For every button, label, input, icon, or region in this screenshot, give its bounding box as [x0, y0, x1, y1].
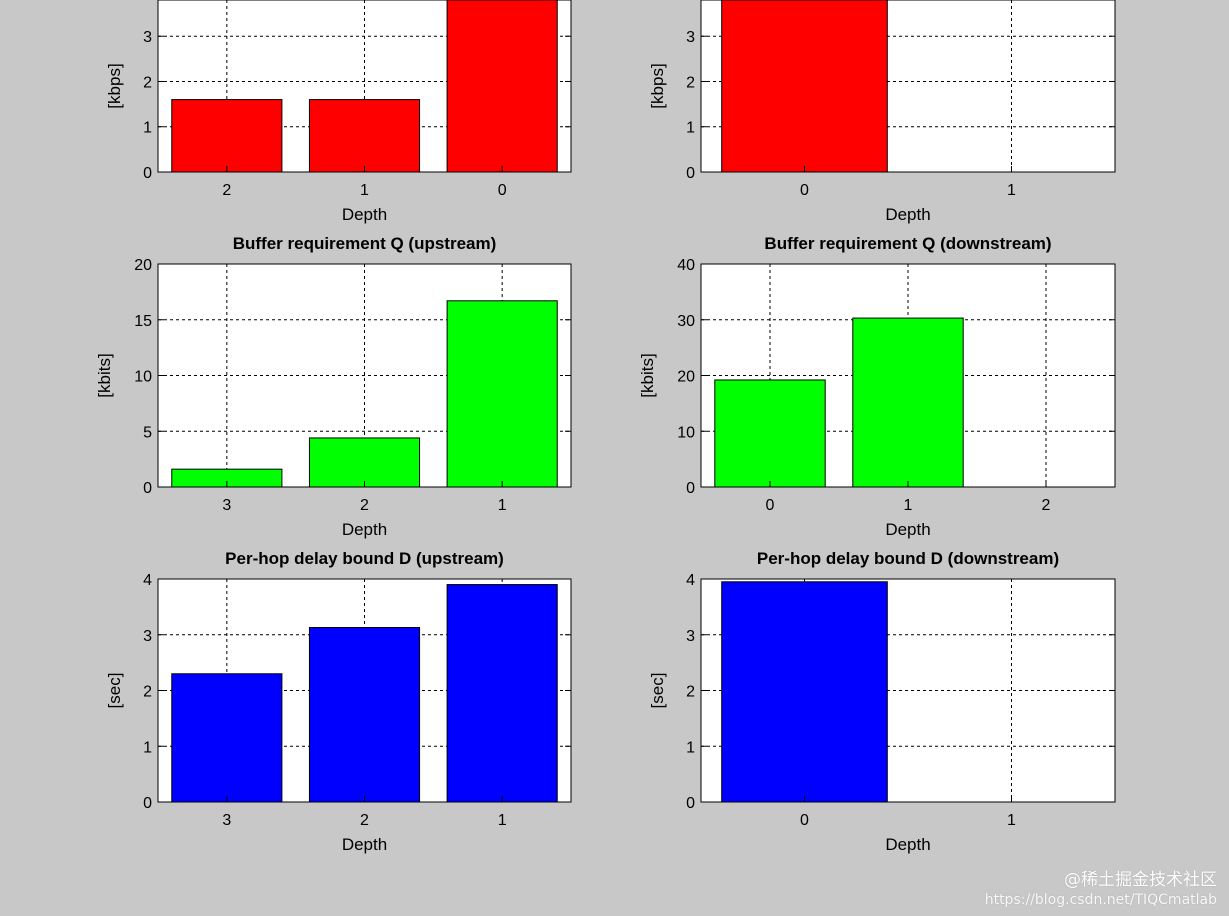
x-axis-label: Depth [342, 835, 387, 854]
y-tick-label: 0 [686, 795, 695, 812]
x-tick-label: 2 [360, 812, 369, 829]
x-tick-label: 2 [222, 182, 231, 199]
y-axis-label: [kbits] [638, 353, 657, 397]
y-axis-label: [sec] [105, 673, 124, 709]
y-tick-label: 20 [134, 257, 152, 274]
chart-panel-3: 0 5 10 15 20 3 2 1 Depth [kbits] Buffer requiremen… [95, 234, 572, 539]
x-tick-label: 1 [360, 182, 369, 199]
x-tick-label: 2 [1042, 497, 1051, 514]
x-axis-label: Depth [885, 520, 930, 539]
bar [446, 300, 558, 488]
y-tick-label: 3 [686, 29, 695, 46]
bar [721, 0, 888, 173]
y-tick-label: 30 [677, 313, 695, 330]
x-tick-label: 1 [1007, 182, 1016, 199]
x-axis-label: Depth [885, 835, 930, 854]
y-tick-label: 1 [143, 120, 152, 137]
chart-title: Per-hop delay bound D (downstream) [757, 549, 1059, 568]
y-tick-label: 3 [143, 628, 152, 645]
x-axis-label: Depth [342, 205, 387, 224]
bar [721, 581, 888, 803]
x-tick-label: 1 [498, 812, 507, 829]
x-tick-label: 3 [222, 812, 231, 829]
chart-title: Per-hop delay bound D (upstream) [225, 549, 504, 568]
chart-panel-6: 0 1 2 3 4 0 1 Depth [sec] Per-hop delay bound D (… [648, 549, 1116, 854]
y-tick-label: 0 [143, 165, 152, 182]
chart-panel-1: 0 1 2 3 2 1 0 Depth [kbps] [105, 0, 572, 224]
bar [308, 437, 421, 488]
y-tick-label: 1 [143, 739, 152, 756]
y-tick-label: 4 [143, 572, 152, 589]
bar [714, 379, 826, 488]
bar [308, 99, 421, 173]
chart-panel-2: 0 1 2 3 0 1 Depth [kbps] [648, 0, 1116, 224]
y-tick-label: 2 [686, 684, 695, 701]
y-tick-label: 3 [686, 628, 695, 645]
x-tick-label: 2 [360, 497, 369, 514]
y-axis-label: [kbits] [95, 353, 114, 397]
axes-frame [700, 0, 1116, 173]
bar [171, 673, 283, 803]
x-axis-label: Depth [885, 205, 930, 224]
y-tick-label: 3 [143, 29, 152, 46]
y-tick-label: 0 [143, 480, 152, 497]
y-tick-label: 10 [677, 424, 695, 441]
y-tick-label: 5 [143, 424, 152, 441]
bar [446, 584, 558, 803]
y-tick-label: 0 [686, 165, 695, 182]
y-tick-label: 2 [686, 74, 695, 91]
y-axis-label: [kbps] [648, 63, 667, 108]
chart-panel-5: 0 1 2 3 4 3 2 1 Depth [sec] Per-hop delay bound D … [105, 549, 572, 854]
x-tick-label: 3 [222, 497, 231, 514]
bar [446, 0, 558, 173]
watermark-url: https://blog.csdn.net/TIQCmatlab [984, 892, 1217, 908]
y-axis-label: [sec] [648, 673, 667, 709]
bar [171, 99, 283, 173]
y-tick-label: 1 [686, 739, 695, 756]
x-tick-label: 0 [800, 182, 809, 199]
chart-title: Buffer requirement Q (downstream) [764, 234, 1051, 253]
y-tick-label: 2 [143, 74, 152, 91]
x-tick-label: 0 [800, 812, 809, 829]
y-tick-label: 2 [143, 684, 152, 701]
bar [308, 627, 421, 803]
y-tick-label: 15 [134, 313, 152, 330]
x-tick-label: 1 [904, 497, 913, 514]
y-axis-label: [kbps] [105, 63, 124, 108]
bar [852, 317, 964, 488]
y-tick-label: 0 [143, 795, 152, 812]
y-tick-label: 1 [686, 120, 695, 137]
x-tick-label: 0 [766, 497, 775, 514]
y-tick-label: 10 [134, 369, 152, 386]
y-tick-label: 40 [677, 257, 695, 274]
y-tick-label: 0 [686, 480, 695, 497]
chart-title: Buffer requirement Q (upstream) [233, 234, 497, 253]
x-tick-label: 1 [1007, 812, 1016, 829]
x-tick-label: 0 [498, 182, 507, 199]
watermark-site: @稀土掘金技术社区 [1064, 870, 1217, 890]
y-tick-label: 4 [686, 572, 695, 589]
x-axis-label: Depth [342, 520, 387, 539]
chart-panel-4: 0 10 20 30 40 0 1 2 Depth [kbits] Buffer requireme… [638, 234, 1116, 539]
x-tick-label: 1 [498, 497, 507, 514]
y-tick-label: 20 [677, 369, 695, 386]
